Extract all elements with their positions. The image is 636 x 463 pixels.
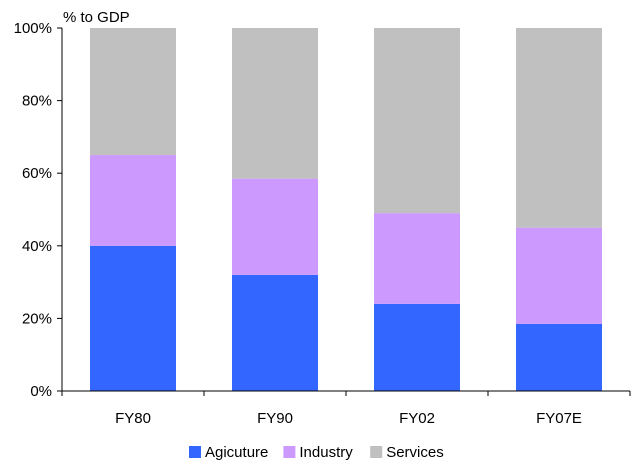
bar-services-fy02 [374,28,460,214]
x-tick-label: FY07E [536,410,582,427]
y-tick-label: 80% [22,93,52,110]
bar-agicuture-fy07e [516,323,602,391]
y-tick-label: 100% [14,20,52,37]
legend: Agicuture Industry Services [189,444,444,461]
bar-industry-fy80 [90,155,176,246]
legend-label-industry: Industry [299,444,353,461]
bar-agicuture-fy80 [90,245,176,391]
bar-services-fy80 [90,28,176,156]
legend-label-agicuture: Agicuture [205,444,268,461]
bar-industry-fy02 [374,213,460,304]
axes-group: 0% 20% 40% 60% 80% 100% FY80 FY90 FY02 FY07E [14,20,631,427]
legend-swatch-industry [283,446,296,458]
x-tick-label: FY80 [115,410,151,427]
x-tick-label: FY02 [399,410,435,427]
bar-services-fy90 [232,28,318,179]
y-tick-label: 60% [22,165,52,182]
x-tick-label: FY90 [257,410,293,427]
legend-label-services: Services [386,444,444,461]
y-tick-label: 0% [30,383,52,400]
bar-industry-fy90 [232,178,318,275]
bars-group [90,28,602,391]
bar-industry-fy07e [516,227,602,324]
bar-services-fy07e [516,28,602,228]
legend-swatch-services [370,446,383,458]
y-tick-label: 40% [22,238,52,255]
y-axis-unit-label: % to GDP [63,9,130,26]
bar-agicuture-fy90 [232,274,318,391]
bar-agicuture-fy02 [374,303,460,391]
y-tick-label: 20% [22,310,52,327]
legend-swatch-agicuture [189,446,201,458]
